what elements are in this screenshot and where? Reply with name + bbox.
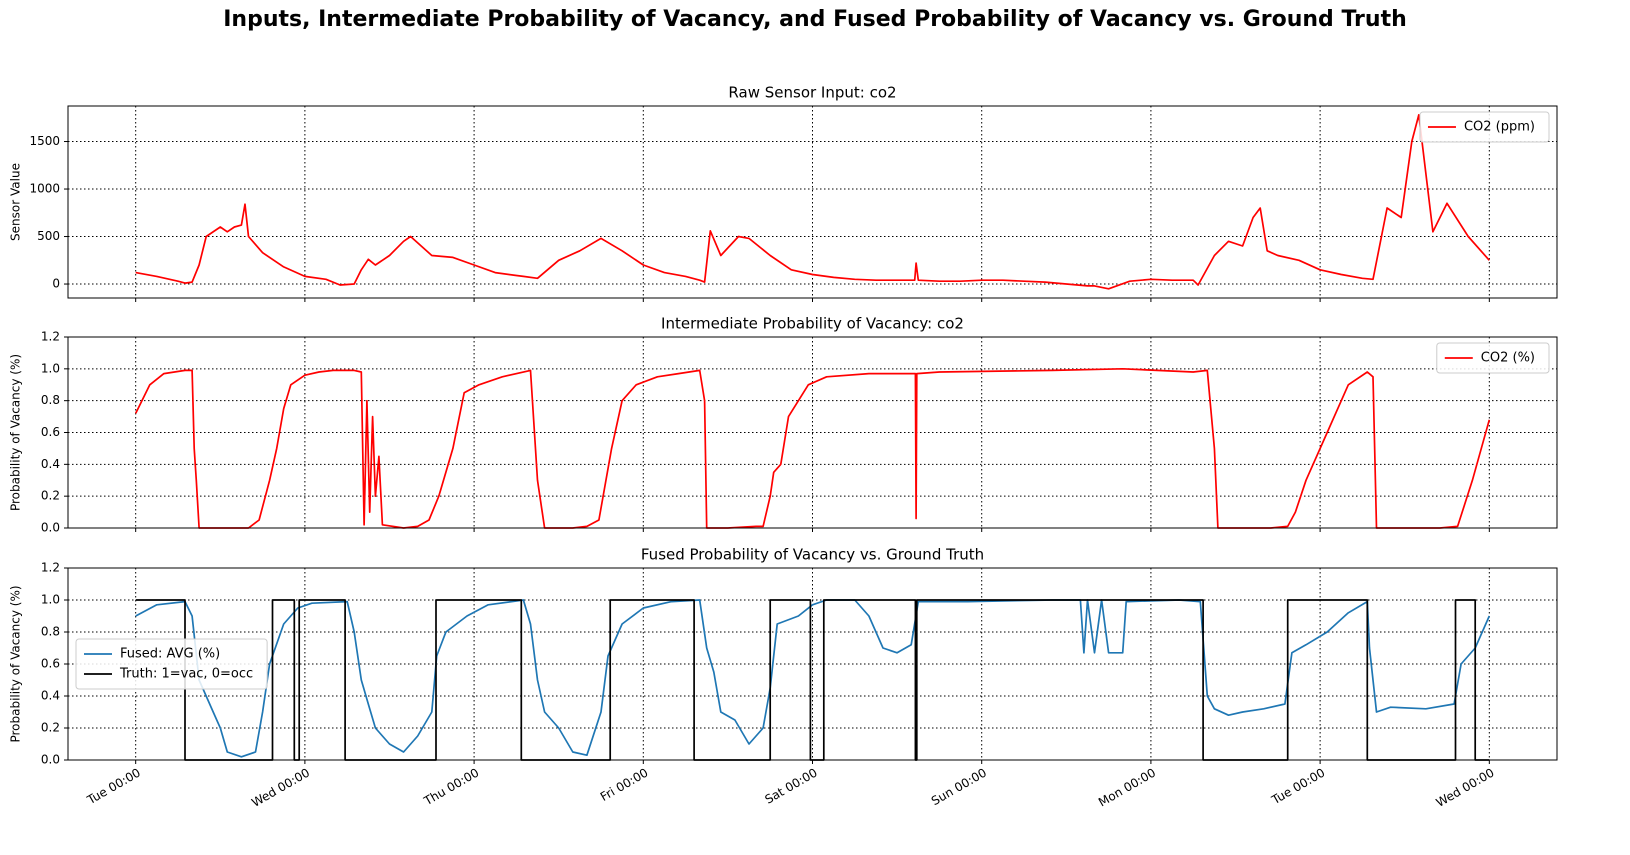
y-tick-label: 1.0 (41, 361, 60, 375)
y-tick-label: 1.0 (41, 593, 60, 607)
y-tick-label: 0.6 (41, 657, 60, 671)
legend-label: CO2 (ppm) (1464, 120, 1535, 135)
y-tick-label: 0.8 (41, 393, 60, 407)
figure-title: Inputs, Intermediate Probability of Vaca… (223, 7, 1407, 32)
y-axis-label: Sensor Value (9, 163, 23, 241)
axes-frame (67, 105, 1558, 299)
y-tick-label: 500 (37, 229, 60, 243)
y-tick-label: 1.2 (41, 330, 60, 344)
y-tick-label: 1.2 (41, 561, 60, 575)
y-axis-label: Probability of Vacancy (%) (9, 585, 23, 742)
y-tick-label: 0.6 (41, 425, 60, 439)
y-tick-label: 0.8 (41, 625, 60, 639)
y-tick-label: 0.4 (41, 689, 60, 703)
axes-title: Raw Sensor Input: co2 (728, 84, 896, 102)
legend-box (1419, 111, 1550, 143)
legend-label: CO2 (%) (1481, 351, 1535, 366)
axes-title: Intermediate Probability of Vacancy: co2 (661, 315, 964, 333)
axes-title: Fused Probability of Vacancy vs. Ground … (641, 546, 984, 564)
y-tick-label: 0.2 (41, 721, 60, 735)
y-tick-label: 1000 (29, 182, 60, 196)
y-tick-label: 0 (52, 277, 60, 291)
y-tick-label: 0.0 (41, 753, 60, 767)
y-tick-label: 0.0 (41, 521, 60, 535)
y-tick-label: 0.4 (41, 457, 60, 471)
axes-frame (67, 336, 1558, 529)
data-line (135, 114, 1490, 290)
y-axis-label: Probability of Vacancy (%) (9, 354, 23, 511)
legend-label: Truth: 1=vac, 0=occ (119, 667, 253, 682)
axes-frame (67, 567, 1558, 761)
y-tick-label: 0.2 (41, 489, 60, 503)
legend-box (1436, 342, 1550, 374)
data-line (135, 599, 1491, 758)
legend-box (75, 638, 268, 690)
y-tick-label: 1500 (29, 134, 60, 148)
legend-label: Fused: AVG (%) (120, 647, 220, 662)
